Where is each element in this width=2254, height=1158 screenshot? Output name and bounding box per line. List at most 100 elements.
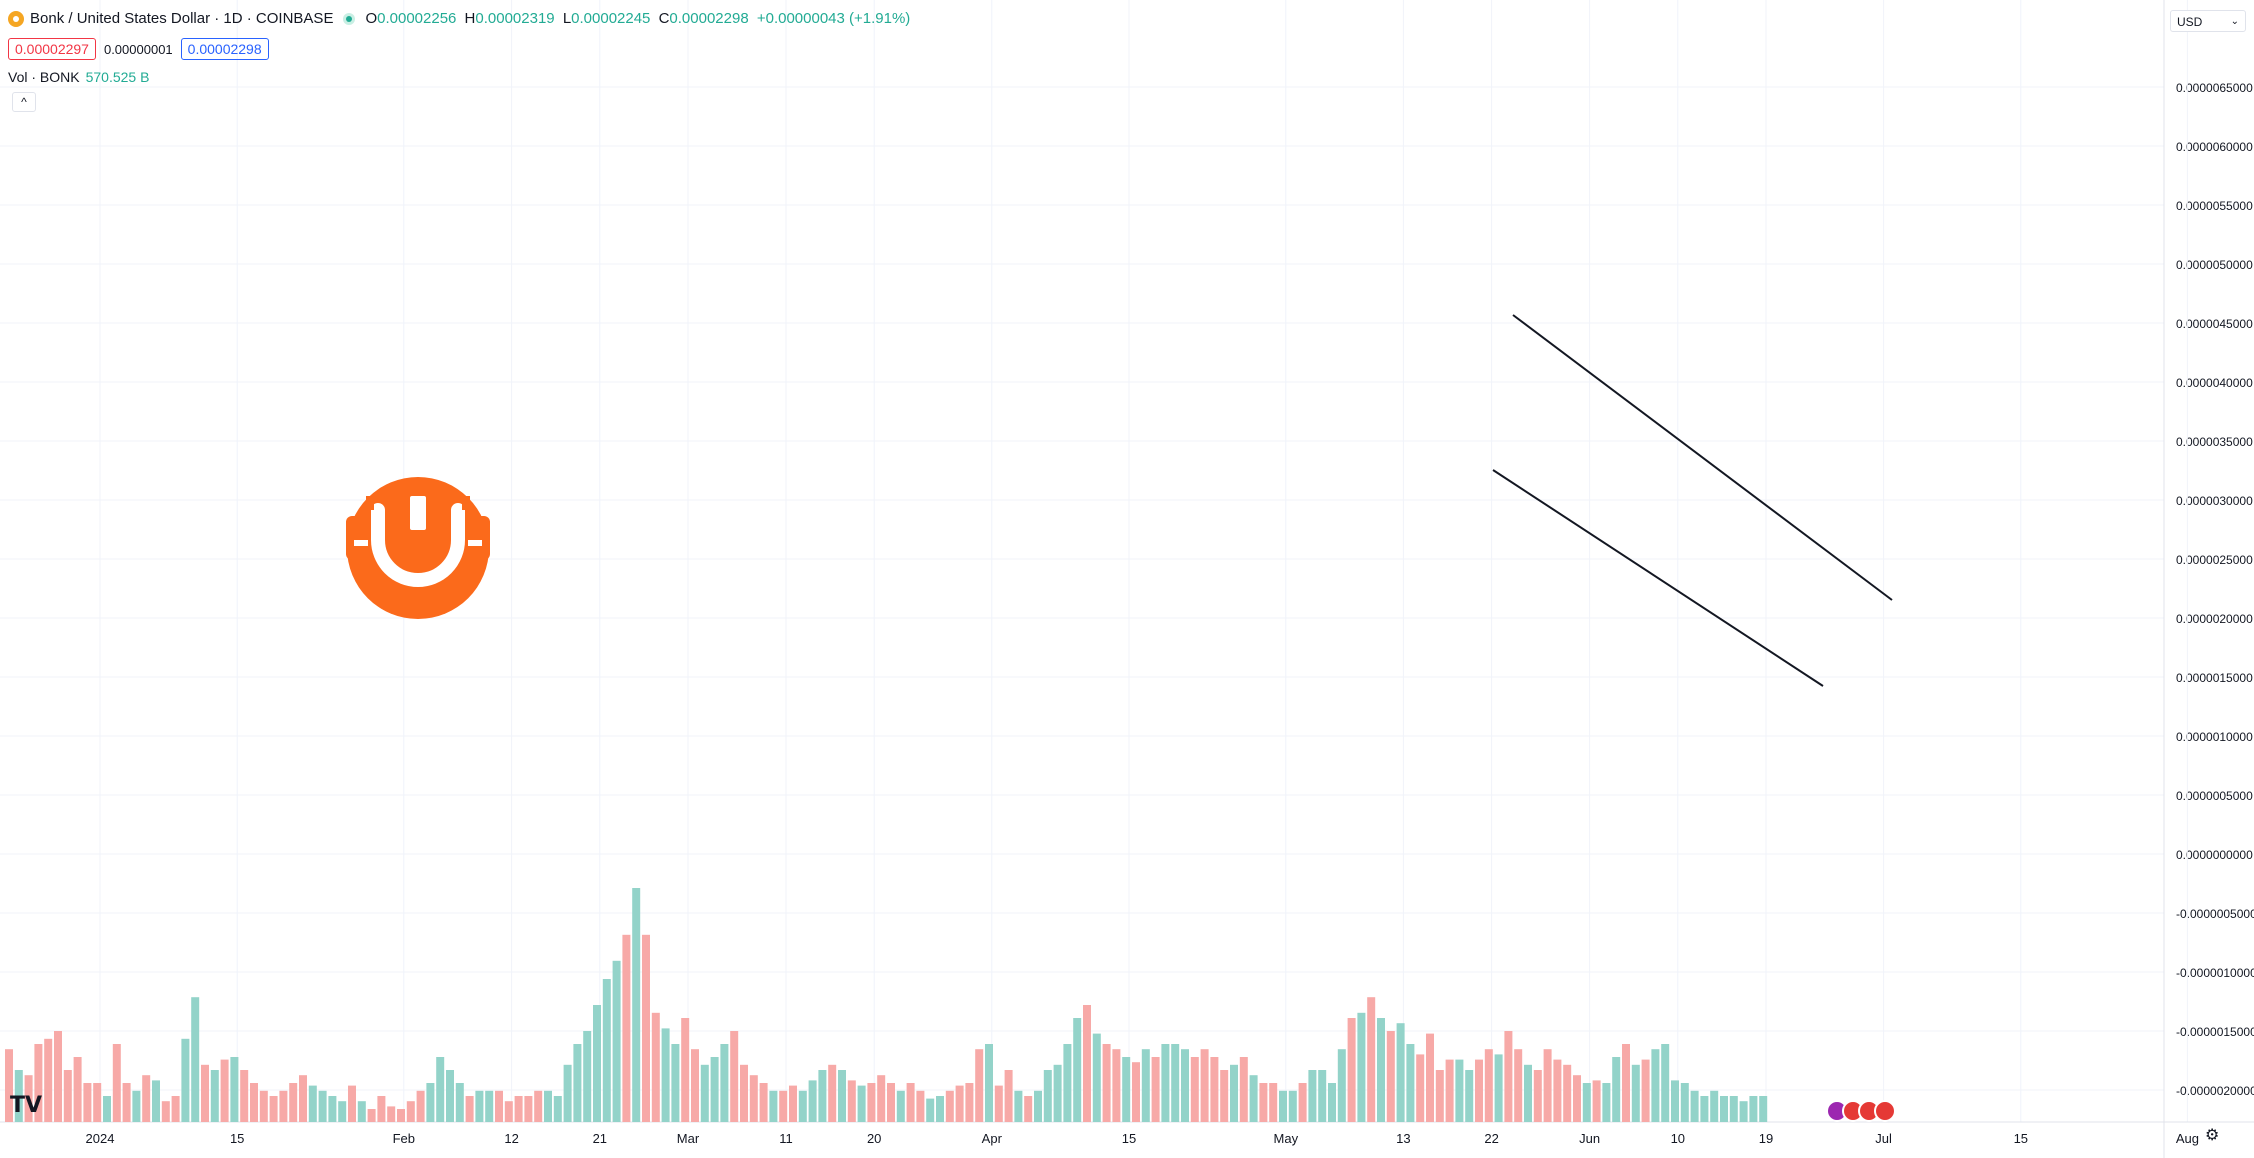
tradingview-logo[interactable]: TV — [10, 1093, 43, 1118]
volume-bar — [1337, 1049, 1346, 1122]
buy-button[interactable]: 0.00002298 — [180, 38, 269, 60]
volume-bar — [691, 1049, 699, 1122]
volume-bar — [1426, 1033, 1434, 1122]
volume-bar — [1455, 1059, 1464, 1122]
volume-bar — [926, 1098, 935, 1122]
volume-bar — [485, 1090, 494, 1122]
volume-bar — [1230, 1064, 1238, 1122]
volume-bar — [1582, 1083, 1591, 1122]
volume-bar — [1220, 1070, 1229, 1122]
volume-bar — [1710, 1090, 1719, 1122]
volume-bar — [1543, 1049, 1552, 1122]
volume-bar — [524, 1096, 533, 1122]
y-tick-label: 0.0000015000 — [2176, 671, 2253, 685]
sell-button[interactable]: 0.00002297 — [8, 38, 96, 60]
volume-bar — [1396, 1023, 1405, 1122]
volume-bar — [1190, 1057, 1199, 1122]
volume-bar — [1141, 1049, 1150, 1122]
volume-bar — [181, 1038, 190, 1122]
volume-bar — [1161, 1044, 1170, 1122]
logo-w — [371, 503, 465, 587]
trade-buttons: 0.00002297 0.00000001 0.00002298 — [8, 38, 269, 60]
volume-bar — [1063, 1044, 1072, 1122]
volume-bar — [1671, 1080, 1679, 1122]
volume-bar — [455, 1083, 464, 1122]
economic-events[interactable] — [1826, 1100, 1896, 1122]
logo-tick — [354, 540, 368, 546]
volume-bar — [593, 1005, 601, 1122]
gear-icon[interactable]: ⚙ — [2205, 1127, 2220, 1144]
volume-bar — [759, 1083, 768, 1122]
volume-bar — [896, 1090, 905, 1122]
volume-bar — [847, 1080, 856, 1122]
logo-notch — [462, 496, 470, 510]
symbol-legend: Bonk / United States Dollar · 1D · COINB… — [8, 10, 910, 27]
volume-bar — [583, 1031, 592, 1122]
volume-bar — [1700, 1096, 1709, 1122]
volume-bar — [867, 1083, 876, 1122]
volume-bar — [906, 1083, 915, 1122]
volume-bar — [534, 1090, 543, 1122]
volume-bar — [250, 1083, 258, 1122]
volume-bar — [1759, 1096, 1768, 1122]
collapse-legend-button[interactable]: ^ — [12, 92, 36, 112]
volume-label[interactable]: Vol · BONK — [8, 69, 80, 85]
y-tick-label: -0.0000020000 — [2176, 1084, 2254, 1098]
volume-bar — [240, 1070, 249, 1122]
volume-bar — [357, 1101, 366, 1122]
volume-bar — [504, 1101, 513, 1122]
volume-bar — [54, 1031, 62, 1122]
y-tick-label: 0.0000000000 — [2176, 848, 2253, 862]
volume-bar — [44, 1038, 53, 1122]
volume-bar — [1406, 1044, 1415, 1122]
volume-bar — [602, 979, 611, 1122]
volume-bar — [975, 1049, 984, 1122]
volume-bar — [93, 1083, 102, 1122]
volume-bar — [1269, 1083, 1278, 1122]
volume-bar — [700, 1064, 709, 1122]
trendline-upper — [1512, 314, 1893, 601]
volume-bar — [955, 1085, 964, 1122]
volume-bar — [14, 1070, 23, 1122]
volume-bar — [142, 1075, 151, 1122]
volume-bar — [210, 1070, 219, 1122]
us-flag-icon[interactable] — [1874, 1100, 1896, 1122]
symbol-title[interactable]: Bonk / United States Dollar · 1D · COINB… — [30, 10, 334, 27]
volume-bar — [749, 1075, 758, 1122]
y-tick-label: 0.0000035000 — [2176, 435, 2253, 449]
volume-bar — [446, 1070, 454, 1122]
volume-bar — [318, 1090, 327, 1122]
volume-bar — [1092, 1033, 1101, 1122]
market-open-icon — [343, 12, 356, 25]
volume-bar — [887, 1083, 895, 1122]
y-tick-label: 0.0000065000 — [2176, 81, 2253, 95]
volume-bar — [495, 1090, 503, 1122]
volume-bar — [348, 1085, 356, 1122]
trendline-lower — [1492, 469, 1824, 687]
volume-bar — [1053, 1064, 1062, 1122]
volume-bar — [1524, 1064, 1532, 1122]
volume-bar — [112, 1044, 121, 1122]
volume-bar — [1720, 1096, 1728, 1122]
volume-value: 570.525 B — [85, 69, 150, 85]
volume-bar — [720, 1044, 729, 1122]
x-tick-label: Jul — [1875, 1131, 1892, 1146]
volume-bar — [808, 1080, 817, 1122]
volume-bar — [5, 1049, 13, 1122]
volume-bar — [1651, 1049, 1660, 1122]
x-tick-label: 19 — [1759, 1131, 1773, 1146]
currency-selector[interactable]: USD ⌄ — [2170, 10, 2246, 32]
volume-bar — [1641, 1059, 1650, 1122]
y-tick-label: 0.0000005000 — [2176, 789, 2253, 803]
volume-bar — [1494, 1054, 1503, 1122]
volume-bar — [1122, 1057, 1131, 1122]
volume-bar — [132, 1090, 141, 1122]
volume-bar — [83, 1083, 92, 1122]
volume-bar — [1475, 1059, 1483, 1122]
volume-bar — [1416, 1054, 1425, 1122]
volume-bar — [1249, 1075, 1258, 1122]
ohlc-values: O0.00002256 H0.00002319 L0.00002245 C0.0… — [365, 10, 911, 27]
currency-value: USD — [2177, 15, 2203, 29]
volume-bar — [1043, 1070, 1052, 1122]
